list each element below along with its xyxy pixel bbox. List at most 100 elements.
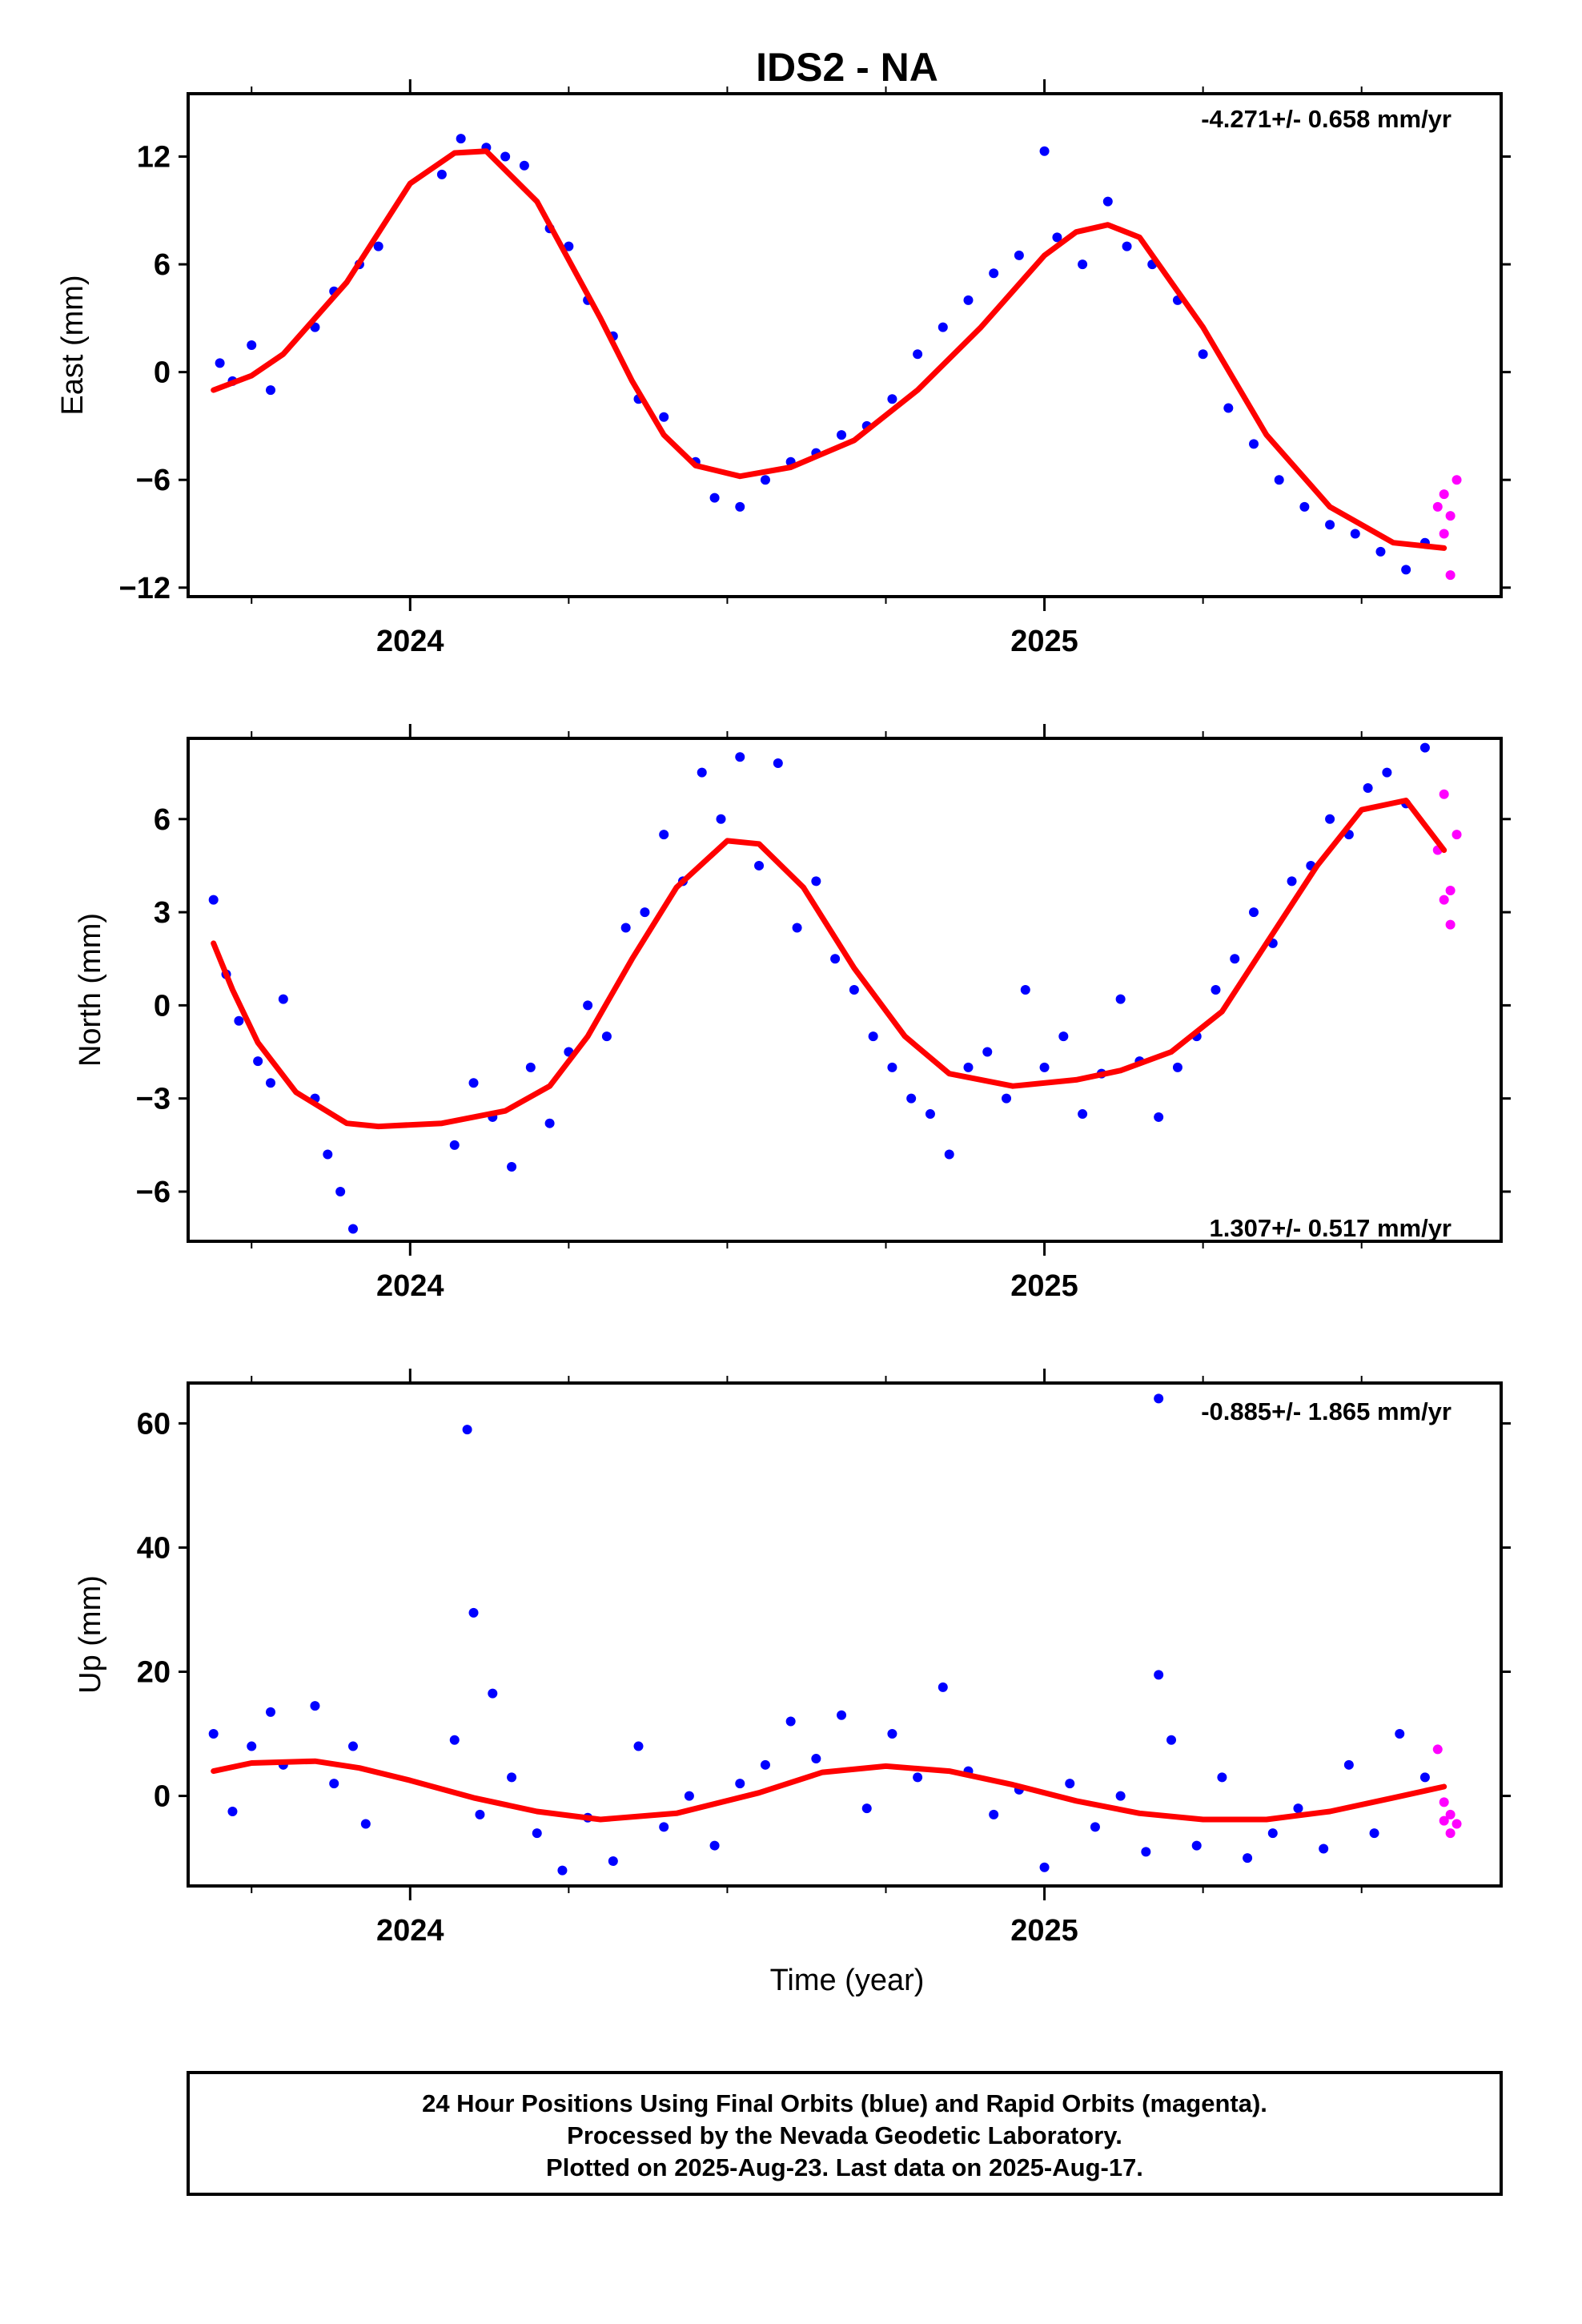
east-final-point bbox=[1274, 475, 1284, 485]
up-rapid-point bbox=[1452, 1819, 1462, 1829]
north-final-point bbox=[234, 1015, 244, 1026]
up-final-point bbox=[760, 1759, 770, 1770]
east-rapid-point bbox=[1439, 529, 1449, 539]
east-final-point bbox=[500, 151, 511, 162]
up-final-point bbox=[608, 1856, 618, 1866]
north-rapid-point bbox=[1452, 830, 1462, 840]
east-final-point bbox=[1350, 529, 1360, 539]
north-final-point bbox=[1230, 954, 1240, 964]
up-ytick-label: 20 bbox=[137, 1656, 171, 1690]
north-final-point bbox=[754, 860, 765, 870]
east-final-point bbox=[760, 475, 770, 485]
up-final-point bbox=[468, 1607, 479, 1618]
up-final-point bbox=[1369, 1828, 1379, 1839]
up-final-point bbox=[1293, 1803, 1303, 1814]
up-final-point bbox=[1343, 1759, 1354, 1770]
east-final-point bbox=[519, 160, 529, 171]
up-points bbox=[208, 1393, 1462, 1876]
north-panel: 6 3 0 −3 −6 2024 2025 North (mm) 1.307+/… bbox=[74, 724, 1511, 1303]
east-rapid-point bbox=[1432, 501, 1443, 512]
north-final-point bbox=[278, 994, 288, 1004]
north-final-point bbox=[1325, 814, 1335, 824]
east-fit-curve bbox=[211, 148, 1447, 551]
north-final-point bbox=[773, 758, 783, 769]
up-final-point bbox=[659, 1822, 669, 1832]
east-tick-labels: 12 6 0 −6 −12 2024 2025 bbox=[119, 141, 1078, 659]
up-final-point bbox=[1243, 1853, 1253, 1864]
north-final-point bbox=[583, 1000, 593, 1011]
east-final-point bbox=[265, 385, 275, 396]
east-final-point bbox=[709, 493, 720, 503]
north-final-point bbox=[1020, 985, 1030, 995]
east-final-point bbox=[456, 134, 466, 144]
east-final-point bbox=[1249, 439, 1259, 449]
north-final-point bbox=[811, 876, 821, 887]
north-final-point bbox=[1249, 907, 1259, 918]
up-ytick-label: 40 bbox=[137, 1531, 171, 1565]
east-final-point bbox=[1052, 232, 1062, 243]
up-final-point bbox=[488, 1688, 498, 1699]
up-final-point bbox=[913, 1772, 923, 1783]
east-final-point bbox=[1039, 146, 1050, 156]
north-final-point bbox=[659, 830, 669, 840]
north-final-point bbox=[963, 1062, 974, 1072]
up-plot-frame bbox=[187, 1381, 1503, 1888]
up-final-point bbox=[887, 1729, 897, 1739]
up-final-point bbox=[684, 1791, 694, 1801]
east-final-point bbox=[1122, 241, 1132, 251]
up-final-point bbox=[247, 1741, 257, 1751]
footer-line-1: 24 Hour Positions Using Final Orbits (bl… bbox=[422, 2089, 1267, 2117]
north-ytick-label: 6 bbox=[154, 803, 171, 837]
east-final-point bbox=[1299, 501, 1310, 512]
up-final-point bbox=[1267, 1828, 1278, 1839]
north-final-point bbox=[449, 1140, 460, 1150]
north-final-point bbox=[620, 923, 631, 933]
north-final-point bbox=[640, 907, 650, 918]
north-rapid-point bbox=[1445, 919, 1456, 930]
up-final-point bbox=[837, 1710, 847, 1720]
east-final-point bbox=[215, 358, 225, 368]
up-fit-curve bbox=[211, 1758, 1447, 1823]
up-final-point bbox=[265, 1707, 275, 1717]
east-ytick-label: −6 bbox=[136, 464, 171, 497]
up-rapid-point bbox=[1432, 1744, 1443, 1755]
up-final-point bbox=[1395, 1729, 1405, 1739]
east-ytick-label: 12 bbox=[137, 141, 171, 175]
up-final-point bbox=[1419, 1772, 1430, 1783]
north-rapid-point bbox=[1439, 895, 1449, 905]
east-xtick-label: 2024 bbox=[376, 625, 444, 658]
north-final-point bbox=[830, 954, 841, 964]
east-final-point bbox=[1325, 520, 1335, 530]
east-final-point bbox=[1223, 403, 1234, 413]
north-plot-frame bbox=[187, 737, 1503, 1243]
north-final-point bbox=[716, 814, 726, 824]
up-final-point bbox=[1065, 1779, 1075, 1789]
up-final-point bbox=[507, 1772, 517, 1783]
up-rapid-point bbox=[1445, 1809, 1456, 1819]
north-final-point bbox=[468, 1078, 479, 1088]
east-ylabel: East (mm) bbox=[56, 275, 90, 415]
up-final-point bbox=[227, 1806, 238, 1816]
up-final-point bbox=[1115, 1791, 1126, 1801]
north-final-point bbox=[982, 1047, 993, 1057]
up-final-point bbox=[735, 1779, 745, 1789]
east-plot-frame bbox=[187, 92, 1503, 598]
east-final-point bbox=[887, 394, 897, 404]
up-final-point bbox=[329, 1779, 339, 1789]
north-final-point bbox=[925, 1109, 935, 1120]
east-points bbox=[211, 134, 1462, 581]
east-final-point bbox=[1102, 196, 1113, 207]
up-final-point bbox=[1217, 1772, 1227, 1783]
up-final-point bbox=[861, 1803, 872, 1814]
up-final-point bbox=[1141, 1847, 1151, 1857]
up-final-point bbox=[347, 1741, 358, 1751]
east-final-point bbox=[436, 169, 447, 179]
east-final-point bbox=[564, 241, 574, 251]
up-final-point bbox=[709, 1840, 720, 1851]
east-final-point bbox=[373, 241, 383, 251]
east-final-point bbox=[963, 295, 974, 305]
up-final-point bbox=[475, 1809, 485, 1819]
north-rapid-point bbox=[1439, 789, 1449, 799]
east-rapid-point bbox=[1445, 570, 1456, 581]
footer-line-3: Plotted on 2025-Aug-23. Last data on 202… bbox=[546, 2153, 1143, 2181]
